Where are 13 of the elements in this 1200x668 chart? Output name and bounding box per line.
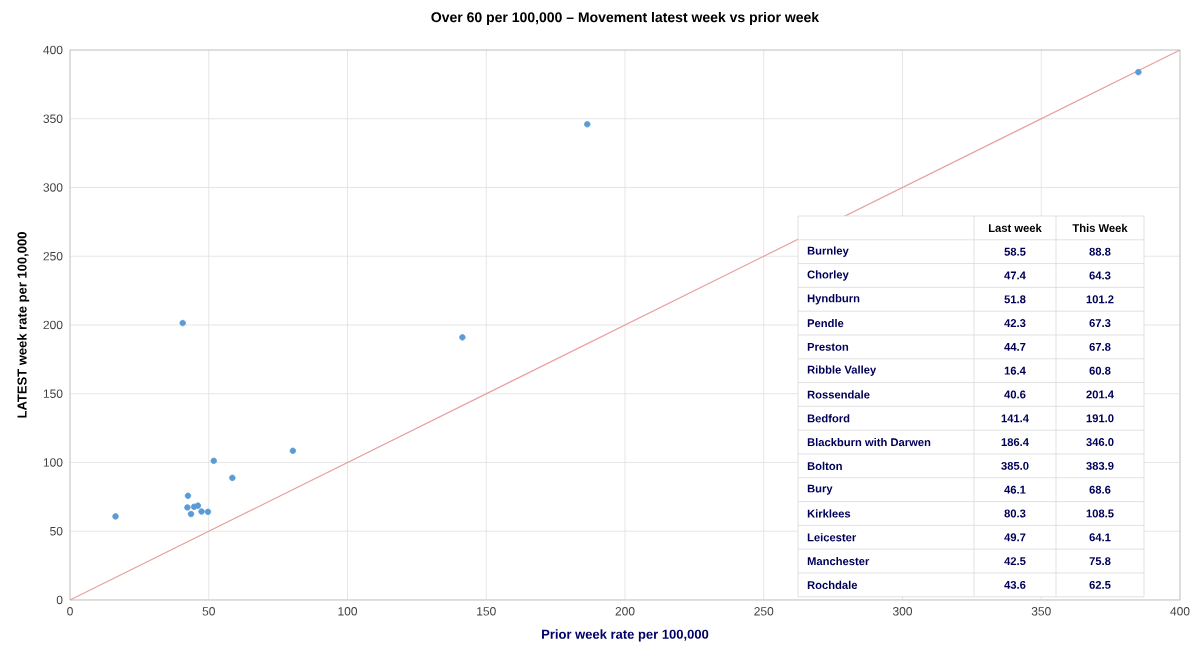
point (229, 474, 236, 482)
point (184, 504, 191, 511)
point (1135, 68, 1142, 76)
point (184, 492, 192, 499)
point (179, 319, 186, 327)
point (187, 510, 195, 518)
point (584, 121, 591, 128)
point (204, 508, 212, 516)
point (112, 513, 119, 520)
point (289, 447, 297, 454)
point (459, 334, 466, 341)
point (198, 508, 205, 515)
point (210, 457, 217, 465)
